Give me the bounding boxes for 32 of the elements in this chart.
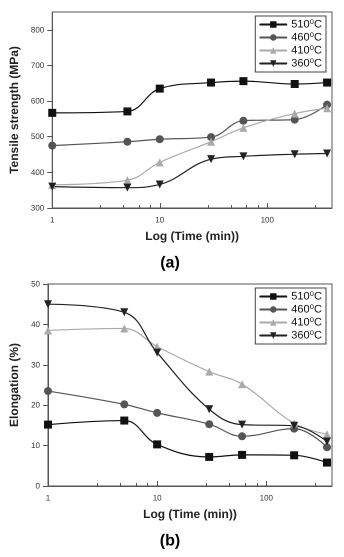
y-tick-label: 400 — [30, 168, 45, 177]
y-axis-title: Elongation (%) — [7, 343, 21, 427]
x-tick-label: 100 — [260, 494, 274, 502]
x-tick-label: 1 — [50, 216, 56, 224]
y-tick-label: 30 — [31, 360, 41, 370]
legend-label: 360⁰C — [291, 58, 322, 70]
legend-label: 460⁰C — [291, 32, 322, 44]
y-tick-label: 20 — [31, 400, 41, 410]
text: (b) — [160, 532, 180, 550]
y-tick-label: 500 — [30, 132, 45, 142]
y-tick-label: 600 — [30, 96, 45, 106]
legend-label: 460⁰C — [291, 304, 322, 316]
x-tick-label: 10 — [152, 494, 162, 502]
y-tick-label: 300 — [30, 204, 45, 212]
legend-label: 410⁰C — [291, 44, 322, 56]
x-axis-title: Log (Time (min)) — [145, 229, 240, 243]
y-tick-label: 10 — [31, 441, 41, 450]
legend-label: 360⁰C — [291, 330, 322, 342]
x-axis-title: Log (Time (min)) — [143, 507, 237, 521]
legend-label: 510⁰C — [291, 18, 322, 30]
y-axis-title: Tensile strength (MPa) — [7, 46, 21, 174]
y-tick-label: 40 — [31, 320, 41, 329]
text: (a) — [160, 254, 180, 272]
y-tick-label: 50 — [31, 280, 41, 288]
x-tick-label: 10 — [155, 216, 165, 224]
y-tick-label: 800 — [30, 25, 45, 34]
x-tick-label: 1 — [46, 494, 51, 502]
legend-label: 410⁰C — [291, 316, 322, 328]
x-tick-label: 100 — [260, 216, 274, 224]
y-tick-label: 0 — [36, 482, 41, 490]
legend-label: 510⁰C — [291, 290, 322, 302]
y-tick-label: 700 — [30, 60, 45, 70]
